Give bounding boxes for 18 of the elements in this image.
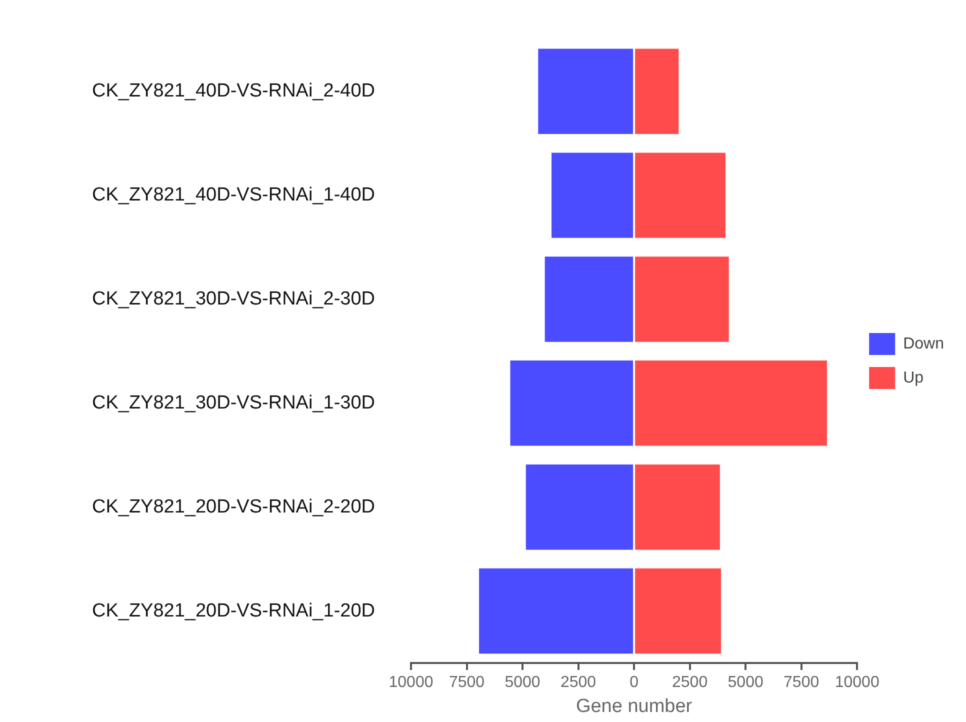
x-tick-label: 2500 — [560, 674, 596, 692]
y-tick-label: CK_ZY821_20D-VS-RNAi_2-20D — [92, 496, 375, 518]
y-tick-label: CK_ZY821_40D-VS-RNAi_1-40D — [92, 184, 375, 206]
y-tick-label: CK_ZY821_30D-VS-RNAi_1-30D — [92, 392, 375, 414]
y-tick-label: CK_ZY821_40D-VS-RNAi_2-40D — [92, 80, 375, 102]
y-tick-label: CK_ZY821_20D-VS-RNAi_1-20D — [92, 600, 375, 622]
x-tick-label: 10000 — [834, 674, 880, 692]
x-axis-title: Gene number — [576, 696, 693, 717]
y-tick-label: CK_ZY821_30D-VS-RNAi_2-30D — [92, 288, 375, 310]
legend-label: Up — [903, 369, 924, 386]
x-tick-label: 5000 — [504, 674, 540, 692]
legend-label: Down — [903, 335, 944, 352]
x-tick-label: 2500 — [672, 674, 708, 692]
x-tick-label: 7500 — [784, 674, 820, 692]
x-tick-label: 10000 — [388, 674, 434, 692]
x-tick-label: 5000 — [728, 674, 764, 692]
x-tick-label: 7500 — [448, 674, 485, 692]
x-tick-label: 0 — [630, 674, 639, 692]
